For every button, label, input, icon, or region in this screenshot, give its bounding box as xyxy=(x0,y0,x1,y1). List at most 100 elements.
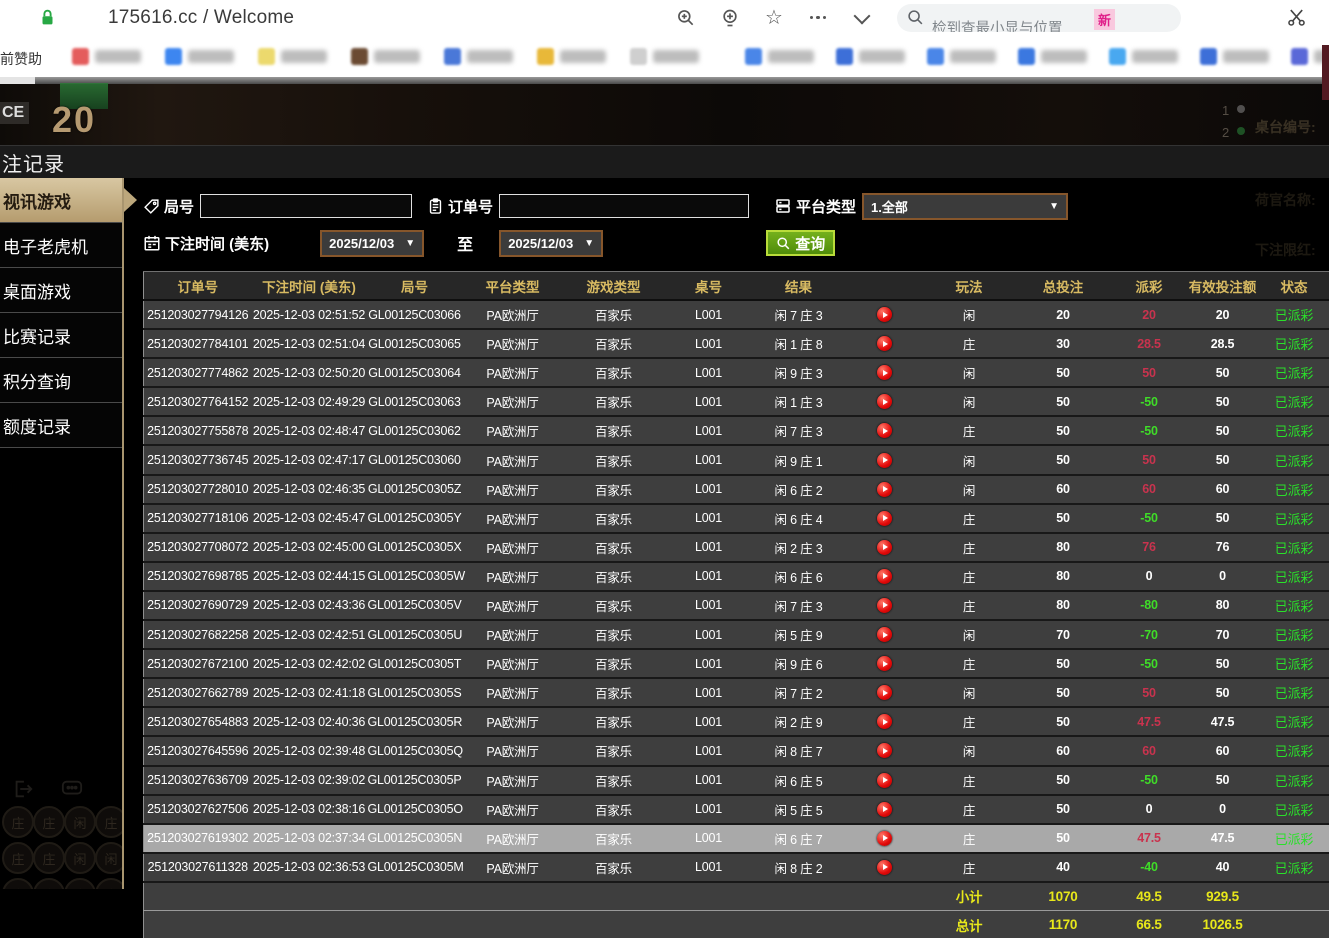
time-cell: 2025-12-03 02:42:51 xyxy=(252,620,367,649)
bookmark-item[interactable] xyxy=(1200,48,1269,65)
replay-play-button[interactable] xyxy=(877,831,892,846)
sidebar-item-4[interactable]: 比赛记录 xyxy=(0,313,122,358)
bookmark-item[interactable] xyxy=(72,48,141,65)
bet-cell: 70 xyxy=(1015,620,1112,649)
order-cell: 251203027794126 xyxy=(144,300,252,329)
order-cell: 251203027662789 xyxy=(144,678,252,707)
bookmark-favicon xyxy=(836,48,853,65)
payout-cell: -50 xyxy=(1112,387,1187,416)
time-cell: 2025-12-03 02:44:15 xyxy=(252,562,367,591)
replay-play-button[interactable] xyxy=(877,685,892,700)
bookmark-item[interactable] xyxy=(630,48,699,65)
bookmark-item[interactable] xyxy=(165,48,234,65)
replay-play-button[interactable] xyxy=(877,482,892,497)
replay-play-button[interactable] xyxy=(877,860,892,875)
result-cell: 闲 8 庄 7 xyxy=(753,736,845,765)
date-to-select[interactable]: 2025/12/03 ▼ xyxy=(499,230,603,257)
chevron-down-icon[interactable] xyxy=(851,7,873,29)
total-label: 总计 xyxy=(924,910,1015,938)
replay-play-button[interactable] xyxy=(877,336,892,351)
bookmark-favicon xyxy=(1200,48,1217,65)
valid-bet-cell: 70 xyxy=(1187,620,1259,649)
sidebar-item-1[interactable]: 视讯游戏 xyxy=(0,178,122,223)
bookmark-item[interactable] xyxy=(351,48,420,65)
replay-play-button[interactable] xyxy=(877,511,892,526)
time-cell: 2025-12-03 02:45:00 xyxy=(252,533,367,562)
platform-select-value: 1.全部 xyxy=(871,197,908,216)
total-payout: 66.5 xyxy=(1112,910,1187,938)
time-cell: 2025-12-03 02:50:20 xyxy=(252,358,367,387)
zoom-in-icon[interactable] xyxy=(675,7,697,29)
dim-dealer-name-label: 荷官名称: xyxy=(1255,190,1316,210)
bookmark-item[interactable] xyxy=(836,48,905,65)
status-cell: 已派彩 xyxy=(1259,853,1329,882)
bookmark-item[interactable] xyxy=(745,48,814,65)
star-icon[interactable]: ☆ xyxy=(763,7,785,29)
add-circle-icon[interactable] xyxy=(719,7,741,29)
replay-play-button[interactable] xyxy=(877,365,892,380)
replay-play-button[interactable] xyxy=(877,714,892,729)
replay-play-button[interactable] xyxy=(877,743,892,758)
replay-cell xyxy=(845,445,924,474)
platform-cell: PA欧洲厅 xyxy=(463,766,563,795)
replay-play-button[interactable] xyxy=(877,598,892,613)
replay-play-button[interactable] xyxy=(877,540,892,555)
search-input[interactable]: 检到查最小显与位置 新 xyxy=(897,4,1181,32)
bookmark-item[interactable] xyxy=(927,48,996,65)
sidebar-item-3[interactable]: 桌面游戏 xyxy=(0,268,122,313)
replay-play-button[interactable] xyxy=(877,656,892,671)
replay-play-button[interactable] xyxy=(877,394,892,409)
play-type-cell: 庄 xyxy=(924,533,1015,562)
more-icon[interactable] xyxy=(807,7,829,29)
bet-time-label: 下注时间 (美东) xyxy=(165,233,269,254)
replay-play-button[interactable] xyxy=(877,569,892,584)
time-cell: 2025-12-03 02:39:02 xyxy=(252,766,367,795)
sidebar-item-6[interactable]: 额度记录 xyxy=(0,403,122,448)
order-cell: 251203027654883 xyxy=(144,707,252,736)
bookmark-item[interactable] xyxy=(537,48,606,65)
bet-cell: 20 xyxy=(1015,300,1112,329)
bookmark-item[interactable] xyxy=(444,48,513,65)
query-button[interactable]: 查询 xyxy=(766,230,835,256)
order-input[interactable] xyxy=(499,194,749,218)
replay-play-button[interactable] xyxy=(877,423,892,438)
date-from-select[interactable]: 2025/12/03 ▼ xyxy=(320,230,424,257)
payout-cell: 76 xyxy=(1112,533,1187,562)
round-input[interactable] xyxy=(200,194,412,218)
valid-bet-cell: 50 xyxy=(1187,649,1259,678)
scissors-icon[interactable] xyxy=(1286,7,1307,28)
sidebar-item-5[interactable]: 积分查询 xyxy=(0,358,122,403)
platform-select[interactable]: 1.全部 ▼ xyxy=(862,193,1068,220)
bookmark-item[interactable] xyxy=(1018,48,1087,65)
replay-play-button[interactable] xyxy=(877,307,892,322)
replay-play-button[interactable] xyxy=(877,627,892,642)
bookmark-item[interactable] xyxy=(1109,48,1178,65)
sidebar-item-2[interactable]: 电子老虎机 xyxy=(0,223,122,268)
replay-play-button[interactable] xyxy=(877,773,892,788)
bookmark-item[interactable] xyxy=(258,48,327,65)
platform-cell: PA欧洲厅 xyxy=(463,475,563,504)
replay-play-button[interactable] xyxy=(877,453,892,468)
platform-cell: PA欧洲厅 xyxy=(463,649,563,678)
replay-play-button[interactable] xyxy=(877,802,892,817)
